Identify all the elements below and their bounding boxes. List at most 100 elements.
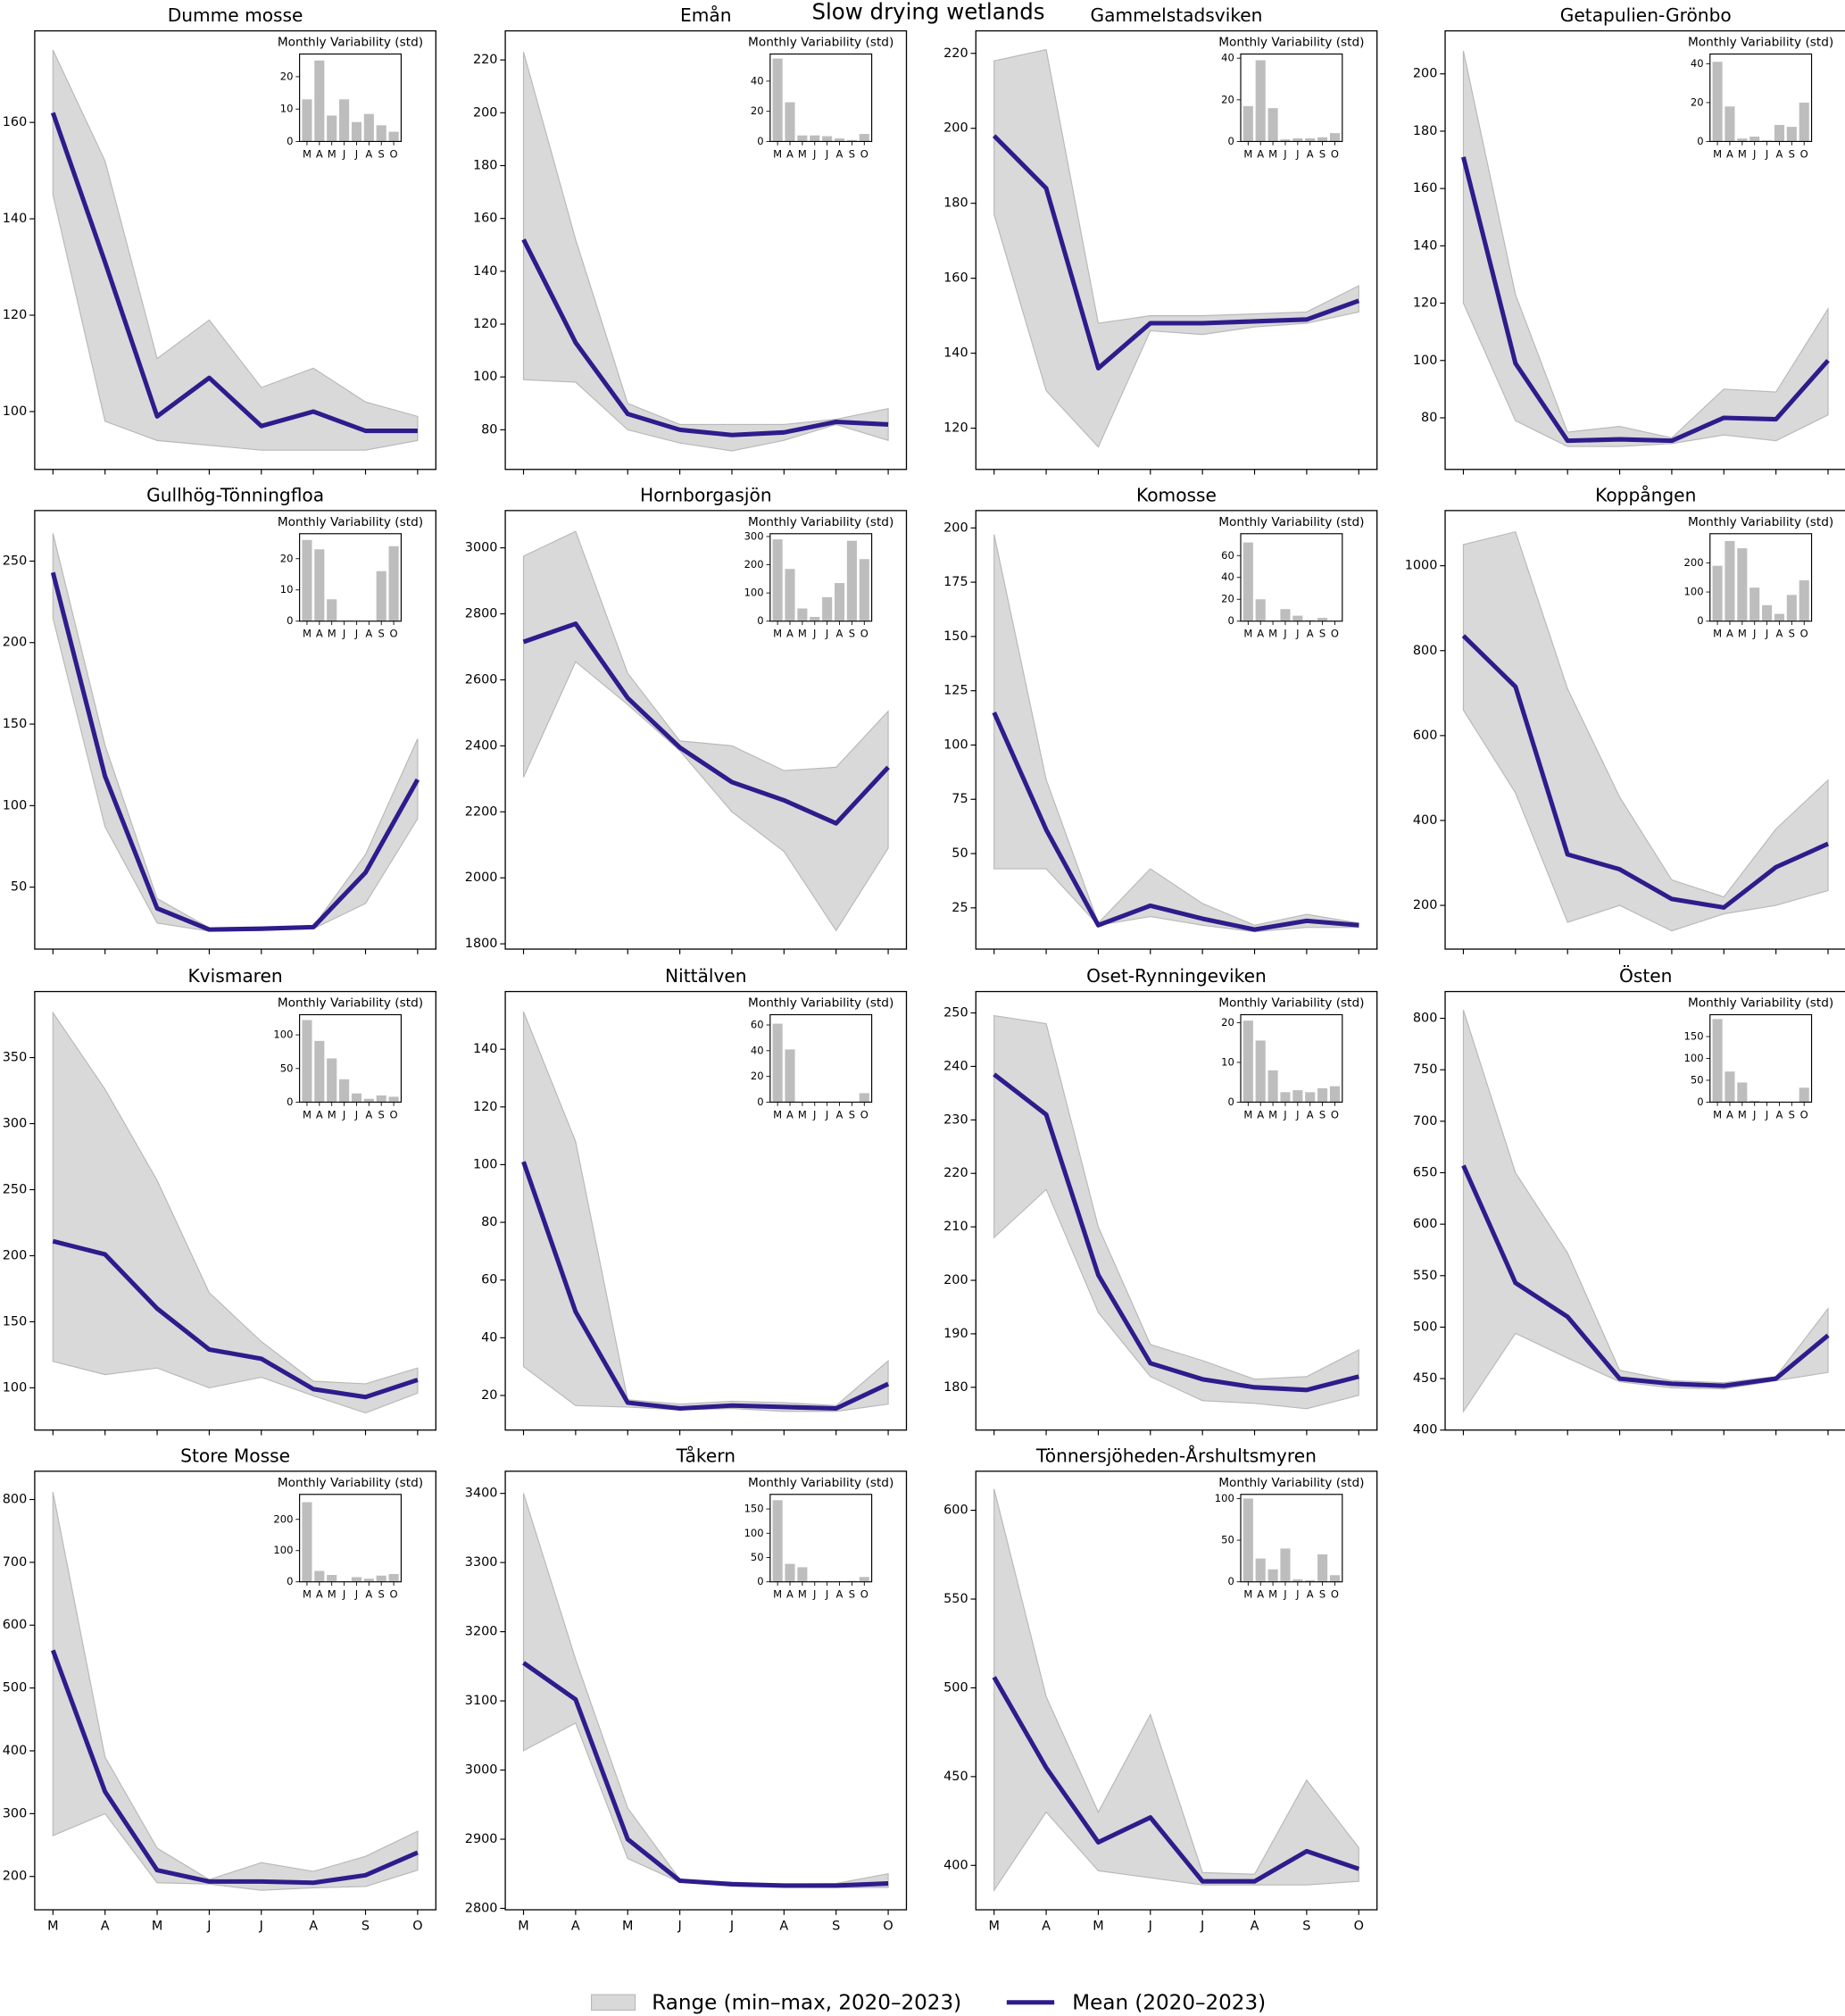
plot-frame (975, 510, 1378, 950)
y-tick-label: 650 (1413, 1165, 1437, 1179)
inset-bar (772, 58, 783, 142)
inset-x-tick-label: A (316, 1108, 323, 1120)
panel-title: Koppången (1595, 485, 1696, 506)
mean-line (50, 112, 418, 434)
inset-x-tick-label: M (1268, 628, 1277, 640)
y-tick-label: 600 (943, 1504, 968, 1518)
inset-y-tick-label: 40 (1221, 52, 1234, 64)
range-band (1462, 530, 1829, 932)
y-tick-label: 80 (481, 1215, 497, 1229)
inset-x-tick-label: S (849, 628, 855, 640)
plot-frame (1444, 29, 1845, 471)
panel: Kvismaren 100 150 200 250 300 350 Monthly Varia… (3, 965, 436, 1436)
inset-x-tick-label: J (354, 1588, 358, 1601)
inset-frame (299, 53, 402, 143)
mean-line (522, 1661, 889, 1888)
y-tick-label: 400 (1413, 1423, 1437, 1437)
y-tick-label: 190 (943, 1327, 968, 1341)
inset-y-tick-label: 100 (1215, 1492, 1234, 1504)
y-tick-label: 500 (1413, 1320, 1437, 1334)
inset-x-tick-label: M (1243, 628, 1252, 640)
y-tick-label: 400 (943, 1858, 968, 1872)
y-tick-label: 125 (943, 684, 968, 698)
inset-x-tick-label: M (328, 1108, 337, 1120)
y-tick-label: 40 (481, 1330, 497, 1345)
y-tick-label: 3000 (465, 1763, 498, 1778)
y-tick-label: 600 (1413, 729, 1437, 743)
inset-background (299, 1494, 402, 1582)
y-tick-label: 200 (3, 1248, 27, 1262)
inset-x-tick-label: J (1752, 1108, 1756, 1120)
inset-bar (1280, 609, 1291, 621)
inset-bar (376, 1095, 386, 1103)
plot-frame (975, 1470, 1378, 1911)
y-tick-label: 160 (473, 212, 497, 226)
y-tick-label: 450 (1413, 1371, 1437, 1386)
y-tick-label: 300 (3, 1806, 27, 1820)
inset-bar (327, 115, 337, 142)
inset-title: Monthly Variability (std) (278, 996, 423, 1011)
inset-x-tick-label: A (786, 1588, 794, 1601)
inset-bar (314, 1040, 325, 1103)
inset-bar (1799, 102, 1809, 142)
inset-bar (388, 131, 399, 142)
inset-bar (1305, 137, 1316, 142)
inset-x-tick-label: M (1738, 628, 1747, 640)
x-tick-label: J (677, 1920, 681, 1934)
inset-title: Monthly Variability (std) (748, 1476, 893, 1490)
inset-x-tick-label: A (1776, 147, 1783, 160)
inset-y-tick-label: 20 (1691, 96, 1704, 108)
inset-x-tick-label: M (773, 1588, 782, 1601)
y-tick-label: 220 (473, 53, 497, 67)
inset-x-tick-label: S (378, 147, 385, 160)
inset-frame (1240, 1013, 1343, 1104)
inset-y-tick-label: 20 (280, 552, 294, 564)
plot-frame (1444, 510, 1845, 950)
plot-frame (34, 1470, 436, 1911)
inset-y-tick-label: 0 (1697, 1095, 1703, 1108)
inset-x-tick-label: J (1283, 628, 1286, 640)
inset-x-tick-label: S (849, 1108, 855, 1120)
y-tick-label: 550 (1413, 1269, 1437, 1283)
inset-bar (822, 136, 833, 142)
inset-bar (1292, 1579, 1303, 1582)
inset-y-tick-label: 0 (1227, 135, 1234, 147)
inset-y-tick-label: 0 (757, 614, 763, 627)
y-tick-label: 800 (1413, 644, 1437, 658)
y-tick-label: 200 (3, 1870, 27, 1884)
inset-bar (327, 1058, 337, 1103)
y-tick-label: 100 (3, 798, 27, 812)
inset-bar (1737, 1082, 1748, 1103)
inset-bar (314, 60, 325, 142)
y-tick-label: 100 (943, 737, 968, 752)
inset-x-tick-label: A (365, 147, 372, 160)
inset-y-tick-label: 20 (1221, 93, 1234, 105)
inset-bar (785, 102, 795, 142)
inset-y-tick-label: 10 (1221, 1055, 1234, 1068)
plot-frame (34, 29, 436, 471)
y-tick-label: 180 (943, 1380, 968, 1395)
range-band (993, 1014, 1359, 1410)
inset-bar (351, 1577, 362, 1582)
inset-bar (1255, 1040, 1266, 1103)
y-tick-label: 200 (943, 521, 968, 535)
inset-x-tick-label: J (342, 628, 345, 640)
inset-frame (299, 533, 402, 622)
x-tick-label: A (571, 1920, 580, 1934)
inset-x-tick-label: A (365, 1108, 372, 1120)
inset-bar (1305, 1579, 1316, 1582)
inset-y-tick-label: 0 (1227, 614, 1234, 627)
y-tick-label: 2000 (465, 871, 498, 885)
range-band (522, 530, 889, 932)
inset-bar (1242, 1498, 1253, 1582)
inset-x-tick-label: A (1257, 1108, 1264, 1120)
plot-frame (504, 1470, 908, 1911)
inset-y-tick-label: 50 (1691, 1073, 1704, 1086)
inset-y-tick-label: 0 (757, 1095, 763, 1108)
x-tick-label: S (362, 1920, 370, 1934)
inset-frame (299, 1494, 402, 1583)
inset-x-tick-label: M (773, 628, 782, 640)
inset-y-tick-label: 0 (1697, 614, 1703, 627)
inset-bar (1280, 1092, 1291, 1103)
inset-x-tick-label: J (1752, 147, 1756, 160)
